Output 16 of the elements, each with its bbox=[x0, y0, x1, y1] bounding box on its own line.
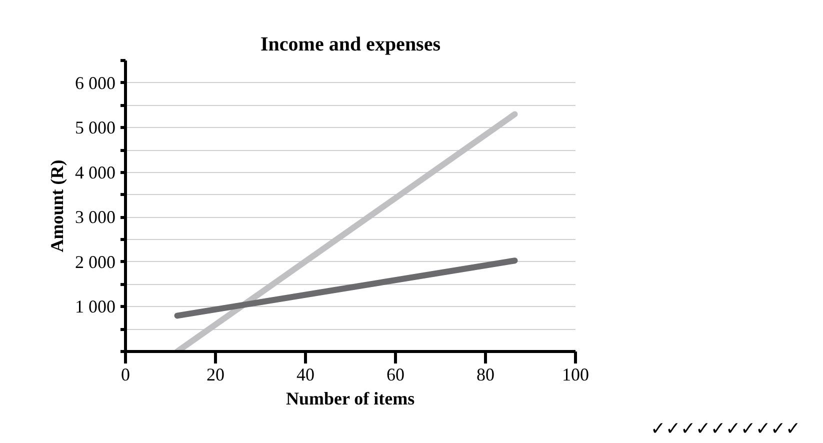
x-tick-label: 80 bbox=[476, 364, 494, 384]
x-tick-label: 20 bbox=[206, 364, 224, 384]
x-tick-label: 0 bbox=[121, 364, 130, 384]
y-tick-label: 5 000 bbox=[75, 118, 116, 138]
text: ✓✓✓✓✓✓✓✓✓✓ bbox=[650, 418, 800, 438]
chart-title: Income and expenses bbox=[260, 34, 441, 56]
y-tick-label: 4 000 bbox=[75, 162, 116, 182]
x-tick-label: 100 bbox=[562, 364, 589, 384]
x-tick-label: 60 bbox=[386, 364, 404, 384]
y-tick-label: 2 000 bbox=[75, 252, 116, 272]
x-tick-label: 40 bbox=[296, 364, 314, 384]
y-tick-label: 1 000 bbox=[75, 296, 116, 317]
y-tick-label: 6 000 bbox=[75, 72, 116, 93]
x-axis-title: Number of items bbox=[286, 388, 415, 408]
y-axis-title: Amount (R) bbox=[47, 160, 67, 252]
y-tick-label: 3 000 bbox=[75, 207, 116, 228]
